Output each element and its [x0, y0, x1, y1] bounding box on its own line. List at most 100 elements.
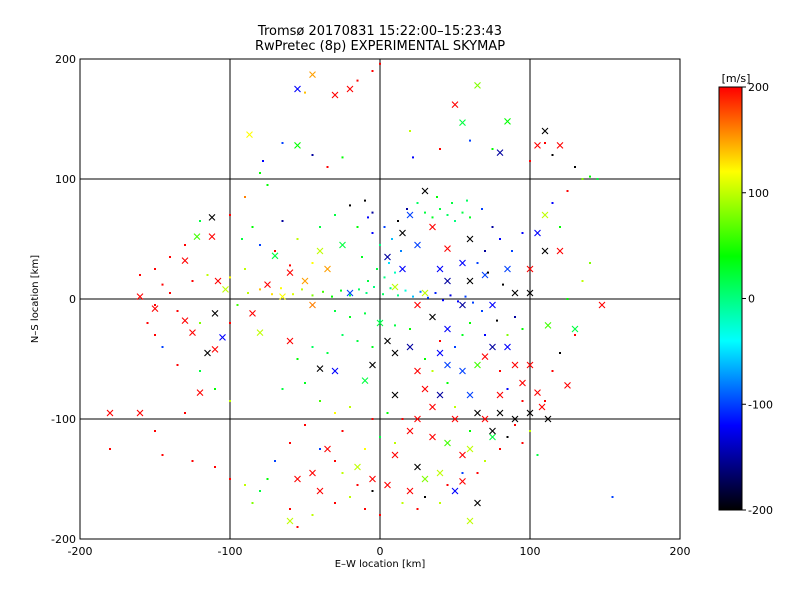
point-dot-marker [581, 178, 584, 180]
point-dot-marker [259, 172, 261, 174]
point-dot-marker [424, 211, 426, 214]
point-dot-marker [319, 448, 321, 450]
point-x-marker [496, 409, 504, 417]
point-x-marker [361, 377, 369, 384]
point-dot-marker [521, 232, 524, 234]
point-x-marker [222, 286, 229, 293]
x-tick-label: -200 [68, 545, 93, 558]
point-dot-marker [502, 283, 504, 286]
point-dot-marker [589, 262, 591, 264]
point-dot-marker [412, 156, 414, 159]
point-dot-marker [481, 310, 483, 312]
point-dot-marker [296, 526, 299, 528]
y-tick-label: 0 [69, 293, 76, 306]
point-dot-marker [446, 484, 449, 486]
point-x-marker [369, 361, 376, 369]
point-dot-marker [341, 334, 344, 336]
point-dot-marker [476, 262, 479, 264]
point-x-marker [534, 389, 541, 396]
point-dot-marker [424, 496, 426, 498]
point-dot-marker [382, 293, 384, 296]
colorbar-tick-label: 200 [748, 81, 769, 94]
point-dot-marker [521, 400, 524, 402]
point-x-marker [346, 85, 354, 93]
point-dot-marker [427, 296, 429, 299]
point-dot-marker [349, 496, 351, 498]
point-dot-marker [383, 276, 386, 279]
point-x-marker [556, 247, 564, 255]
point-x-marker [208, 233, 216, 240]
colorbar-gradient [718, 86, 743, 511]
point-dot-marker [236, 304, 239, 306]
point-x-marker [324, 265, 331, 273]
point-dot-marker [311, 294, 314, 297]
point-x-marker [489, 343, 496, 351]
point-dot-marker [349, 294, 351, 297]
point-x-marker [451, 487, 459, 495]
point-dot-marker [451, 202, 453, 204]
point-dot-marker [340, 289, 342, 292]
point-dot-marker [311, 154, 314, 156]
point-x-marker [414, 463, 421, 471]
point-dot-marker [461, 334, 464, 336]
point-x-marker [429, 403, 436, 411]
point-x-marker [504, 118, 511, 125]
point-x-marker [354, 463, 361, 471]
point-x-marker [346, 289, 354, 297]
point-dot-marker [304, 424, 306, 426]
point-dot-marker [259, 288, 261, 291]
point-dot-marker [394, 442, 396, 444]
point-dot-marker [371, 211, 374, 214]
point-dot-marker [259, 490, 261, 492]
point-x-marker [534, 229, 541, 237]
point-dot-marker [244, 484, 246, 486]
point-x-marker [384, 253, 391, 261]
point-x-marker [316, 365, 324, 372]
point-x-marker [444, 325, 451, 333]
point-dot-marker [529, 160, 531, 162]
point-x-marker [399, 265, 406, 273]
point-dot-marker [191, 280, 194, 282]
point-x-marker [211, 310, 219, 317]
point-x-marker [459, 451, 466, 459]
grid-lines [80, 59, 680, 539]
point-dot-marker [214, 388, 216, 390]
point-dot-marker [499, 448, 501, 450]
point-dot-marker [319, 226, 321, 228]
point-dot-marker [499, 370, 501, 372]
point-dot-marker [499, 238, 501, 240]
point-dot-marker [446, 382, 449, 384]
point-dot-marker [364, 199, 366, 202]
point-x-marker [286, 337, 294, 345]
point-dot-marker [281, 220, 284, 222]
point-dot-marker [574, 334, 576, 336]
point-dot-marker [551, 154, 554, 156]
point-dot-marker [154, 268, 156, 270]
point-dot-marker [484, 334, 486, 336]
point-dot-marker [349, 204, 351, 207]
point-x-marker [316, 247, 324, 255]
point-x-marker [444, 245, 451, 252]
point-dot-marker [364, 448, 366, 450]
point-x-marker [489, 433, 496, 441]
point-dot-marker [341, 430, 344, 432]
point-x-marker [339, 241, 346, 249]
point-dot-marker [206, 274, 209, 276]
chart-subtitle: RwPretec (8p) EXPERIMENTAL SKYMAP [255, 39, 505, 54]
point-dot-marker [322, 290, 324, 293]
chart-title: Tromsø 20170831 15:22:00–15:23:43 [257, 24, 502, 39]
point-x-marker [286, 517, 294, 525]
colorbar-tick-label: 100 [748, 187, 769, 200]
point-dot-marker [514, 424, 516, 426]
point-x-marker [294, 85, 301, 93]
point-x-marker [519, 379, 526, 387]
point-dot-marker [394, 271, 396, 274]
point-x-marker [436, 349, 444, 357]
point-dot-marker [229, 478, 231, 480]
point-x-marker [459, 119, 466, 126]
point-x-marker [271, 252, 279, 260]
point-x-marker [331, 91, 339, 99]
point-x-marker [294, 142, 301, 149]
point-x-marker [451, 415, 459, 423]
point-dot-marker [334, 412, 336, 414]
